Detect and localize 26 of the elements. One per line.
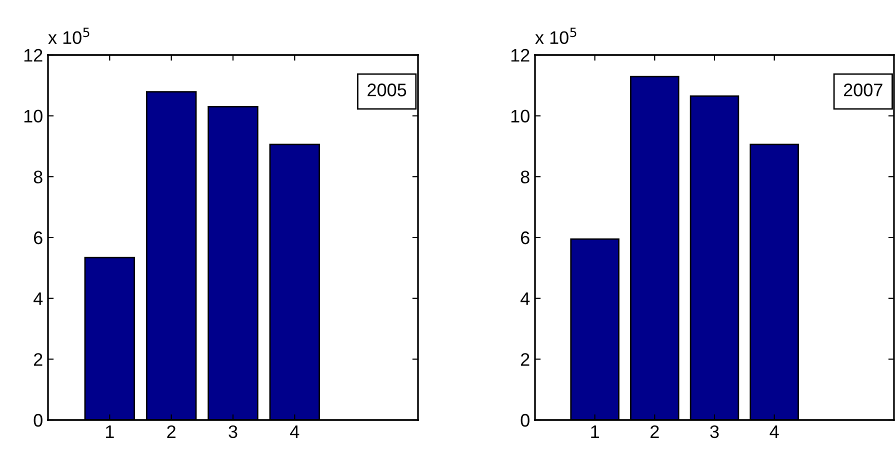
y-tick-label: 2 xyxy=(521,353,530,366)
y-tick-label: 10 xyxy=(24,110,42,123)
x-tick-label: 4 xyxy=(290,426,300,438)
y-tick-label: 12 xyxy=(24,48,42,62)
x-tick-label: 1 xyxy=(106,426,114,438)
x-tick-label: 1 xyxy=(591,426,599,438)
y-tick-label: 8 xyxy=(520,170,530,184)
x-tick-label: 2 xyxy=(650,425,659,438)
x-tick-label: 4 xyxy=(770,426,779,438)
y-tick-label: 4 xyxy=(34,292,43,305)
x-tick-label: 3 xyxy=(228,425,238,438)
y-tick-label: 4 xyxy=(520,292,530,305)
y-tick-label: 6 xyxy=(521,231,530,244)
y-tick-label: 8 xyxy=(34,170,42,184)
y-tick-label: 12 xyxy=(511,48,530,62)
y-tick-label: 10 xyxy=(511,110,530,123)
y-tick-label: 0 xyxy=(34,414,42,427)
x-tick-label: 2 xyxy=(167,425,176,438)
y-tick-label: 6 xyxy=(34,231,42,244)
y-tick-label: 0 xyxy=(520,414,530,427)
x-tick-label: 3 xyxy=(710,425,719,438)
text: x 10$^{5}$ xyxy=(48,28,90,44)
y-tick-label: 2 xyxy=(34,353,42,366)
annotation: 2005 xyxy=(368,84,406,96)
text: x 10$^{5}$ xyxy=(535,28,576,44)
annotation: 2007 xyxy=(844,84,882,96)
